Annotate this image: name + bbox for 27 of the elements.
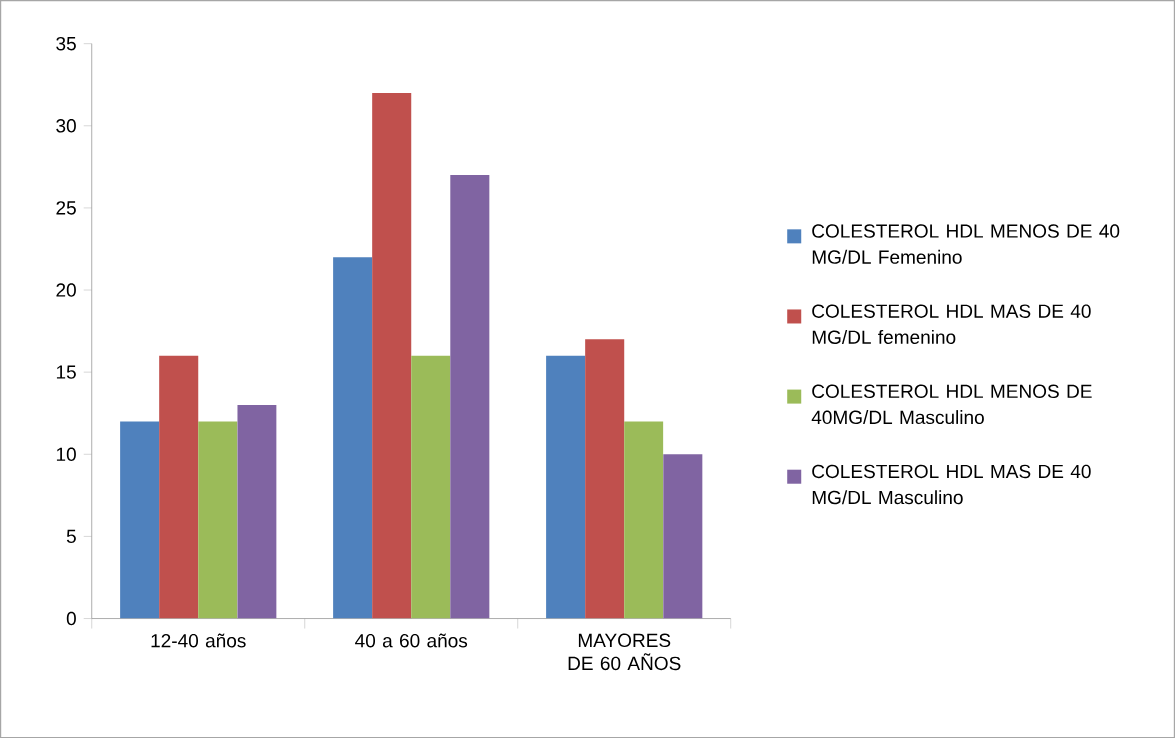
legend-label: COLESTEROL HDL MENOS DE 40 MG/DL Femenino <box>812 224 1120 264</box>
bar <box>585 339 625 619</box>
bar <box>237 404 277 619</box>
y-tick-label: 20 <box>56 283 76 297</box>
x-tick-label: 40 a 60 años <box>355 633 468 648</box>
y-tick-label: 35 <box>56 36 76 51</box>
x-tick-label: 12-40 años <box>151 633 246 648</box>
bar <box>198 421 238 619</box>
y-tick-label: 0 <box>66 611 76 626</box>
y-tick-label: 10 <box>56 447 76 461</box>
y-tick-label: 30 <box>56 118 76 133</box>
legend-label: COLESTEROL HDL MENOS DE 40MG/DL Masculino <box>811 384 1092 424</box>
bar <box>411 355 451 619</box>
x-tick-label: MAYORES DE 60 AÑOS <box>568 633 681 670</box>
y-tick-label: 15 <box>56 365 76 379</box>
y-tick-label: 25 <box>56 201 76 215</box>
bar <box>120 421 160 619</box>
bar <box>624 421 664 619</box>
bar <box>333 257 373 619</box>
y-tick-label: 5 <box>66 529 76 543</box>
legend-label: COLESTEROL HDL MAS DE 40 MG/DL Masculino <box>812 464 1091 505</box>
bar <box>450 174 490 619</box>
bar <box>663 454 703 619</box>
bar <box>546 355 586 619</box>
legend-label: COLESTEROL HDL MAS DE 40 MG/DL femenino <box>812 304 1091 344</box>
bar <box>159 355 199 619</box>
bar <box>372 92 412 619</box>
